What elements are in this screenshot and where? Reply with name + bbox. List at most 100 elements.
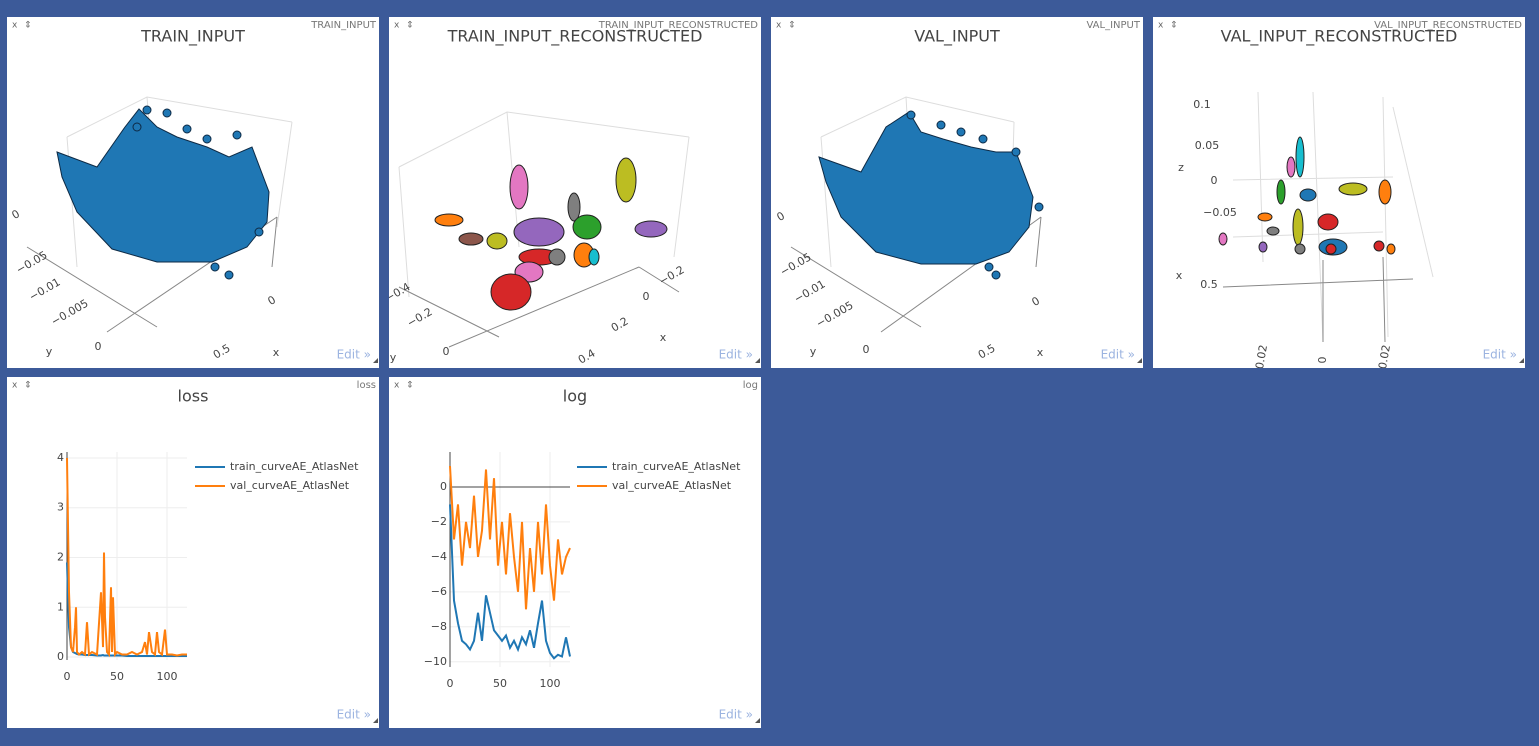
drag-handle[interactable]: ⇕: [788, 21, 796, 31]
chart: x ⇕ loss loss Edit » 0 50 100 0 1 2 3 4 train_curveAE…: [12, 380, 378, 723]
x-tick-label: 100: [157, 670, 178, 683]
legend-label: train_curveAE_AtlasNet: [612, 460, 741, 473]
scene-axis-label: 0.02: [1376, 344, 1393, 368]
scene-axis-label: 0: [1029, 294, 1042, 309]
scene-axis-label: −0.2: [657, 263, 687, 288]
x-tick-label: 50: [110, 670, 124, 683]
pane: x ⇕ loss loss Edit » 0 50 100 0 1 2 3 4 train_curveAE…: [7, 377, 379, 728]
pane-tab: loss: [357, 380, 376, 391]
pane: x ⇕ VAL_INPUT VAL_INPUT Edit » 0 −0.05 −0.01 −0.…: [771, 17, 1143, 368]
scene-axis-label: y: [810, 345, 817, 358]
y-tick-label: −6: [431, 585, 447, 598]
scene: x ⇕ TRAIN_INPUT_RECONSTRUCTEDTRAIN_INPUT_R…: [389, 20, 760, 367]
edit-link[interactable]: Edit »: [1101, 348, 1135, 362]
pane-title: TRAIN_INPUT_RECONSTRUCTED: [447, 27, 703, 47]
series-line: [449, 465, 571, 610]
scene-axis-label: 0: [95, 340, 102, 353]
resize-handle: [373, 718, 378, 723]
pane-tab: log: [743, 380, 758, 391]
scene-axis-label: −0.05: [1203, 206, 1237, 219]
chart: x ⇕ log log Edit » 0 50 100 0 −2 −4 −6 −8 −10 train_cu…: [394, 380, 760, 723]
close-button[interactable]: x: [1158, 21, 1164, 31]
close-button[interactable]: x: [12, 381, 18, 391]
close-button[interactable]: x: [394, 21, 400, 31]
pane: x ⇕ TRAIN_INPUT TRAIN_INPUT Edit » 0 −0.05 −0.0…: [7, 17, 379, 368]
pane-tab: VAL_INPUT_RECONSTRUCTED: [1374, 20, 1522, 31]
legend-label: val_curveAE_AtlasNet: [612, 479, 732, 492]
point-cloud: [434, 157, 668, 311]
scene-axis-label: z: [1178, 161, 1184, 174]
scene-axis-label: 0: [265, 293, 278, 308]
pane-title: VAL_INPUT_RECONSTRUCTED: [1221, 27, 1458, 47]
scene-axis-label: y: [390, 351, 397, 364]
y-tick-label: 2: [57, 550, 64, 563]
drag-handle[interactable]: ⇕: [1170, 21, 1178, 31]
scene-axis-label: −0.01: [27, 276, 63, 304]
scene-axis-label: 0.1: [1193, 98, 1211, 111]
point-cloud: [56, 105, 270, 280]
scene-axis-label: −0.2: [405, 305, 435, 330]
resize-handle: [755, 358, 760, 363]
scene-axis-label: −0.005: [49, 297, 91, 329]
resize-handle: [755, 718, 760, 723]
pane-tab: TRAIN_INPUT_RECONSTRUCTED: [598, 20, 759, 31]
legend-label: val_curveAE_AtlasNet: [230, 479, 350, 492]
y-tick-label: 0: [440, 480, 447, 493]
edit-link[interactable]: Edit »: [337, 348, 371, 362]
series-line: [66, 457, 187, 658]
scene-axis-label: x: [273, 346, 280, 359]
point-cloud: [1218, 136, 1396, 256]
pane-title: log: [563, 387, 587, 406]
close-button[interactable]: x: [394, 381, 400, 391]
y-tick-label: 1: [57, 600, 64, 613]
close-button[interactable]: x: [776, 21, 782, 31]
point-cloud: [818, 110, 1044, 280]
scene-axis-label: 0.5: [211, 342, 233, 362]
pane: x ⇕ log log Edit » 0 50 100 0 −2 −4 −6 −8 −10 train_cu…: [389, 377, 761, 728]
scene-axis-label: 0.4: [576, 347, 598, 367]
scene-axis-label: −0.005: [814, 299, 856, 331]
drag-handle[interactable]: ⇕: [406, 21, 414, 31]
scene-axis-label: 0: [863, 343, 870, 356]
scene: x ⇕ VAL_INPUT_RECONSTRUCTEDVAL_INPUT_RECON…: [1158, 20, 1524, 368]
drag-handle[interactable]: ⇕: [406, 381, 414, 391]
edit-link[interactable]: Edit »: [719, 348, 753, 362]
y-tick-label: −2: [431, 515, 447, 528]
scene-axis-label: 0: [1211, 174, 1218, 187]
scene-axis-label: x: [1176, 269, 1183, 282]
scene-axis-label: x: [660, 331, 667, 344]
pane: x ⇕ VAL_INPUT_RECONSTRUCTED VAL_INPUT_RECON…: [1153, 17, 1525, 368]
scene-axis-label: y: [46, 345, 53, 358]
y-tick-label: −4: [431, 550, 447, 563]
pane-tab: TRAIN_INPUT: [310, 20, 377, 31]
drag-handle[interactable]: ⇕: [24, 381, 32, 391]
drag-handle[interactable]: ⇕: [24, 21, 32, 31]
legend-label: train_curveAE_AtlasNet: [230, 460, 359, 473]
x-tick-label: 0: [447, 677, 454, 690]
scene-axis-label: −0.05: [778, 251, 814, 279]
y-tick-label: 0: [57, 650, 64, 663]
y-tick-label: 3: [57, 501, 64, 514]
edit-link[interactable]: Edit »: [1483, 348, 1517, 362]
edit-link[interactable]: Edit »: [719, 708, 753, 722]
edit-link[interactable]: Edit »: [337, 708, 371, 722]
series-line: [449, 504, 571, 660]
scene-axis-label: 0: [9, 207, 22, 222]
scene-axis-label: 0.05: [1195, 139, 1220, 152]
pane-title: TRAIN_INPUT: [140, 27, 245, 47]
pane-title: loss: [178, 387, 209, 406]
scene-axis-label: 0: [443, 345, 450, 358]
y-tick-label: −10: [424, 655, 447, 668]
x-tick-label: 0: [64, 670, 71, 683]
x-tick-label: 100: [540, 677, 561, 690]
y-tick-label: 4: [57, 451, 64, 464]
pane-tab: VAL_INPUT: [1086, 20, 1140, 31]
close-button[interactable]: x: [12, 21, 18, 31]
scene-axis-label: 0: [774, 209, 787, 224]
resize-handle: [1519, 358, 1524, 363]
scene-axis-label: 0.02: [1253, 344, 1270, 368]
scene-axis-label: x: [1037, 346, 1044, 359]
scene-axis-label: 0: [643, 290, 650, 303]
